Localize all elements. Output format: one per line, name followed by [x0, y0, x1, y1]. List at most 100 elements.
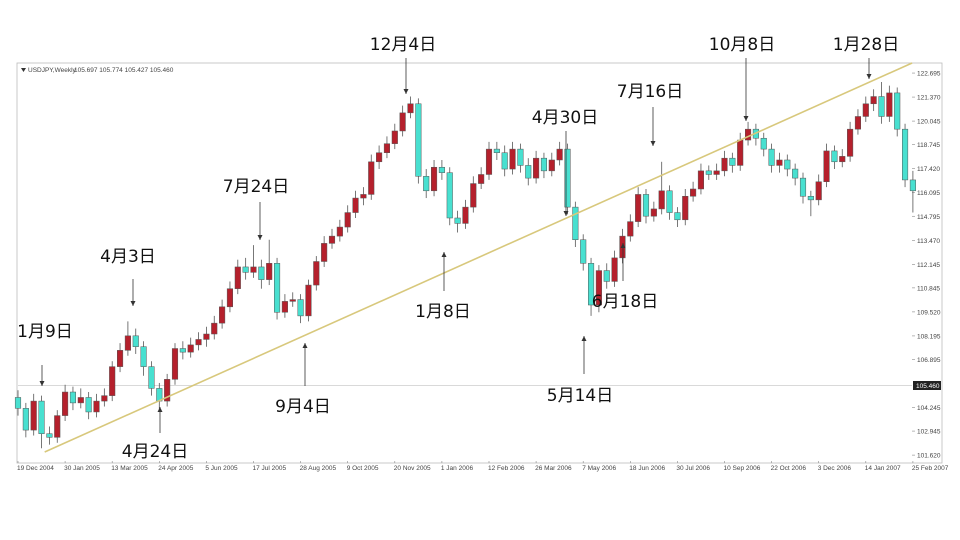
candle-body	[674, 212, 681, 221]
candle-body	[768, 148, 775, 166]
candle-body	[171, 348, 179, 380]
candle-body	[690, 188, 697, 197]
candle-body	[132, 335, 139, 347]
candle-body	[391, 130, 398, 144]
candle-body	[580, 239, 587, 264]
candle-body	[776, 159, 783, 166]
candle-body	[823, 150, 830, 182]
arrow-head	[130, 301, 136, 306]
arrow-head	[441, 252, 447, 257]
candle-body	[124, 335, 131, 351]
candle-body	[38, 400, 45, 434]
annotation-label: 4月3日	[100, 247, 156, 267]
candle-body	[242, 266, 249, 273]
x-tick-label: 17 Jul 2005	[253, 465, 287, 472]
candle-body	[446, 172, 453, 219]
y-tick-label: 121.370	[917, 95, 941, 102]
candle-body	[423, 176, 430, 192]
candle-body	[297, 299, 304, 317]
candle-body	[77, 397, 84, 404]
candle-body	[807, 195, 814, 201]
x-tick-label: 18 Jun 2006	[629, 465, 665, 472]
y-tick-label: 112.145	[917, 262, 940, 269]
arrow-head	[403, 89, 409, 94]
candle-body	[870, 96, 877, 105]
candle-body	[203, 333, 210, 340]
candle-body	[862, 103, 869, 117]
y-tick-label: 108.195	[917, 333, 941, 340]
candle-body	[46, 433, 53, 438]
x-tick-label: 5 Jun 2005	[205, 465, 238, 472]
candle-body	[572, 206, 579, 240]
candle-body	[383, 143, 390, 153]
candle-body	[478, 174, 485, 184]
current-price-box	[913, 380, 941, 390]
candle-body	[22, 408, 29, 431]
candle-body	[211, 322, 218, 335]
arrow-head	[866, 74, 872, 79]
candle-body	[109, 366, 116, 396]
candle-body	[902, 128, 909, 181]
candle-body	[289, 299, 296, 302]
candle-body	[140, 346, 147, 367]
candle-body	[234, 266, 241, 289]
candle-body	[462, 206, 469, 224]
candle-body	[250, 266, 257, 273]
arrow-head	[257, 235, 263, 240]
candle-body	[305, 284, 312, 317]
menu-icon[interactable]	[21, 68, 26, 72]
candle-body	[792, 168, 799, 179]
chart-title: USDJPY,Weekly	[28, 67, 77, 74]
candle-body	[313, 261, 320, 286]
arrow-head	[620, 243, 626, 248]
candle-body	[721, 157, 728, 172]
candle-body	[588, 263, 595, 306]
annotation-label: 9月4日	[275, 397, 331, 417]
candle-body	[352, 197, 359, 213]
arrow-head	[157, 407, 163, 412]
y-tick-label: 113.470	[917, 238, 940, 245]
candle-body	[14, 397, 22, 409]
candle-body	[627, 221, 634, 237]
candle-body	[493, 148, 500, 153]
candle-body	[611, 257, 618, 282]
candle-body	[729, 157, 736, 166]
x-tick-label: 30 Jan 2005	[64, 465, 100, 472]
annotation-label: 4月30日	[532, 108, 598, 128]
annotation-label: 7月24日	[223, 177, 289, 197]
y-tick-label: 101.620	[917, 453, 941, 460]
candle-body	[328, 235, 336, 244]
candle-body	[219, 306, 226, 324]
y-tick-label: 120.045	[917, 119, 941, 126]
candle-body	[556, 148, 563, 161]
candle-body	[431, 166, 438, 192]
x-tick-label: 14 Jan 2007	[865, 465, 901, 472]
candle-body	[62, 391, 69, 416]
candle-body	[533, 157, 540, 179]
candle-body	[85, 397, 92, 413]
candle-body	[564, 148, 571, 208]
candle-body	[737, 139, 744, 166]
candle-body	[30, 400, 37, 431]
arrow-head	[39, 381, 45, 386]
annotation-label: 6月18日	[592, 292, 658, 312]
annotation-label: 1月8日	[415, 302, 471, 322]
candle-body	[839, 156, 846, 163]
x-tick-label: 26 Mar 2006	[535, 465, 572, 472]
trendline	[44, 62, 913, 453]
x-tick-label: 3 Dec 2006	[818, 465, 852, 472]
candle-body	[69, 391, 77, 404]
candle-body	[470, 183, 477, 208]
candle-body	[454, 217, 461, 224]
candle-body	[344, 212, 351, 228]
candle-body	[101, 395, 108, 402]
y-tick-label: 122.695	[917, 71, 941, 78]
x-tick-label: 19 Dec 2004	[17, 465, 54, 472]
candle-body	[745, 128, 752, 141]
candle-body	[658, 190, 665, 210]
candle-body	[635, 194, 642, 222]
candle-body	[650, 208, 657, 217]
annotation-label: 4月24日	[122, 442, 188, 462]
candle-body	[407, 103, 414, 114]
candle-body	[847, 128, 854, 157]
